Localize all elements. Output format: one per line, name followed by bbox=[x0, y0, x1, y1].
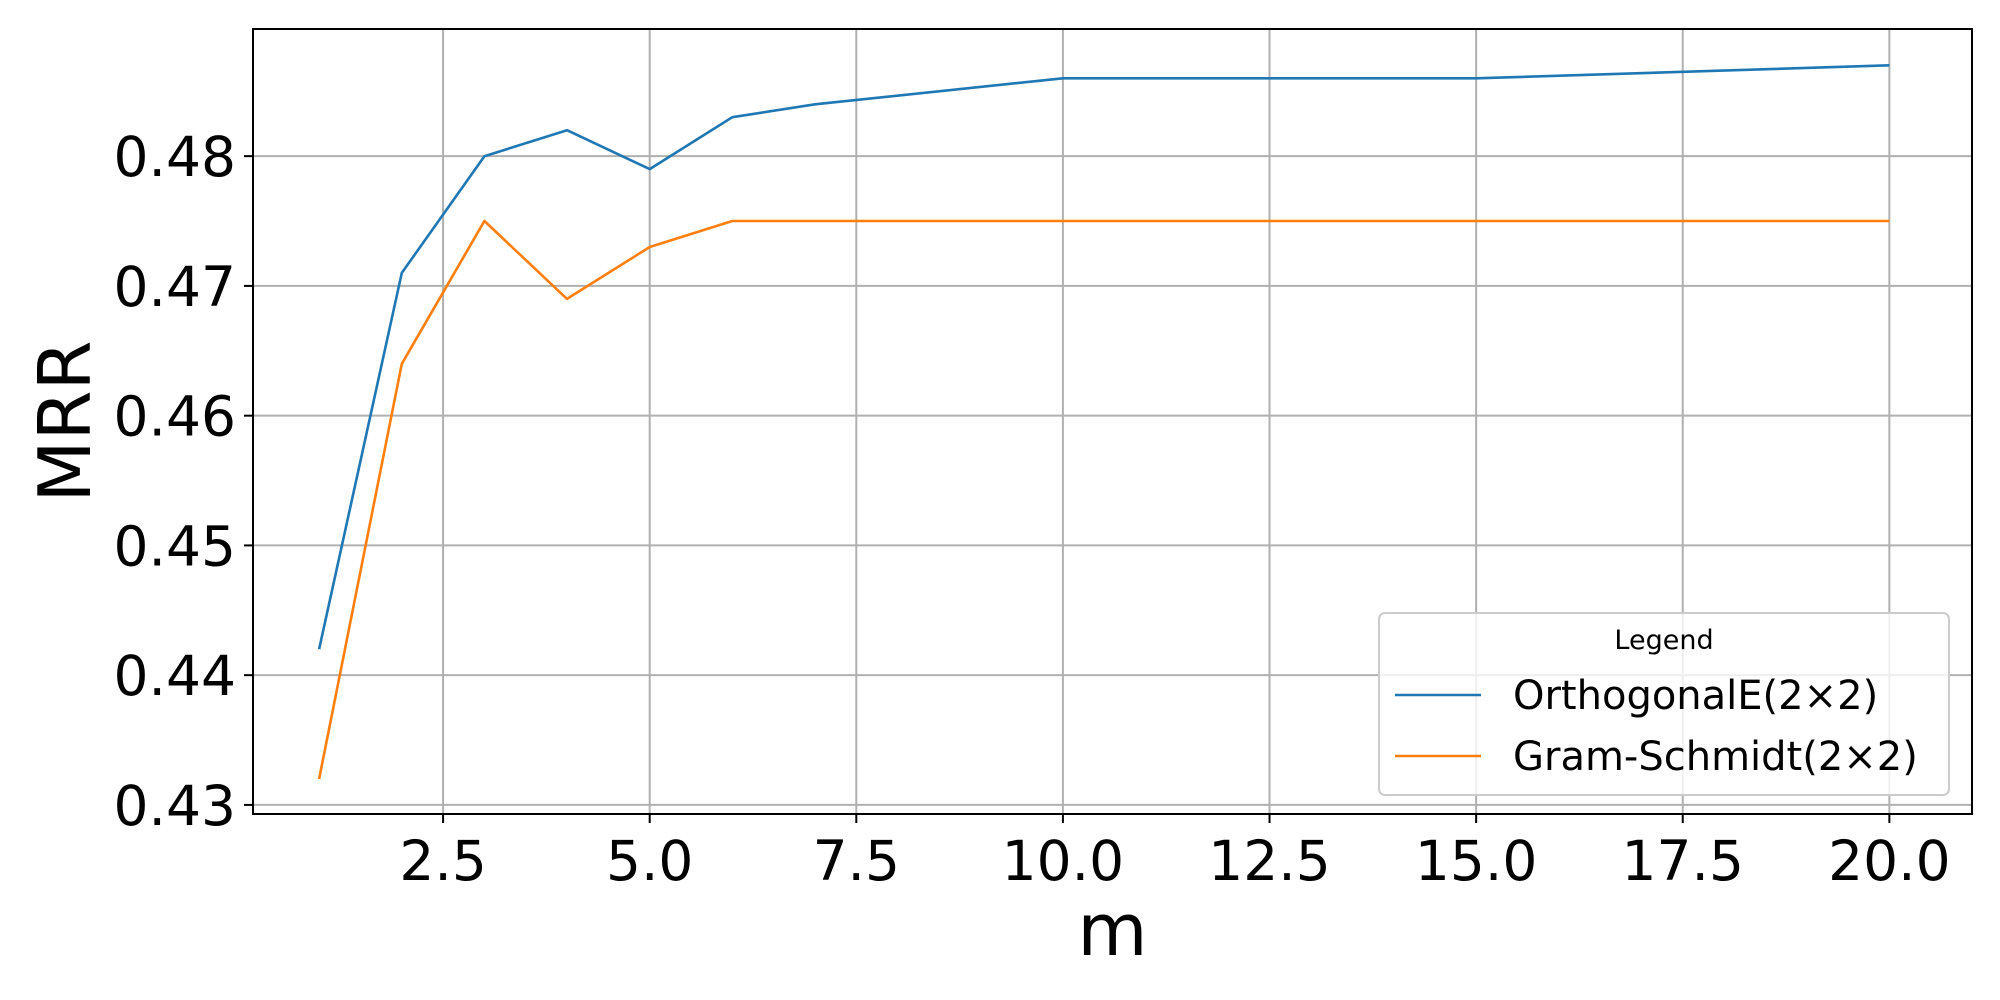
x-tick-label: 10.0 bbox=[1002, 829, 1124, 893]
y-axis-title: MRR bbox=[23, 340, 107, 502]
y-tick-label: 0.45 bbox=[114, 514, 236, 578]
series-lines bbox=[317, 64, 1890, 780]
legend-entries: OrthogonalE(2×2) Gram-Schmidt(2×2) bbox=[1395, 673, 1918, 780]
legend-title: Legend bbox=[1614, 625, 1713, 656]
y-tick-label: 0.48 bbox=[114, 125, 236, 189]
x-axis-title: m bbox=[1077, 888, 1147, 972]
legend-box bbox=[1378, 612, 1950, 796]
x-axis-ticks: 2.5 5.0 7.5 10.0 12.5 15.0 17.5 20.0 bbox=[399, 814, 1951, 893]
series-line-1 bbox=[317, 64, 1890, 650]
series-line-2 bbox=[317, 219, 1890, 780]
x-tick-label: 15.0 bbox=[1415, 829, 1537, 893]
legend-label: OrthogonalE(2×2) bbox=[1513, 673, 1878, 719]
x-tick-label: 12.5 bbox=[1208, 829, 1330, 893]
plot-area-frame bbox=[252, 28, 1973, 815]
y-tick-label: 0.44 bbox=[114, 644, 236, 708]
x-tick-label: 7.5 bbox=[813, 829, 900, 893]
legend: Legend OrthogonalE(2×2) Gram-Schmidt(2×2) bbox=[1378, 612, 1950, 796]
x-tick-label: 5.0 bbox=[606, 829, 693, 893]
x-tick-label: 20.0 bbox=[1828, 829, 1950, 893]
y-axis-ticks: 0.43 0.44 0.45 0.46 0.47 0.48 bbox=[114, 125, 253, 838]
x-tick-label: 17.5 bbox=[1622, 829, 1744, 893]
y-tick-label: 0.46 bbox=[114, 385, 236, 449]
y-tick-label: 0.43 bbox=[114, 774, 236, 838]
x-tick-label: 2.5 bbox=[399, 829, 486, 893]
legend-label: Gram-Schmidt(2×2) bbox=[1513, 734, 1918, 780]
y-tick-label: 0.47 bbox=[114, 255, 236, 319]
